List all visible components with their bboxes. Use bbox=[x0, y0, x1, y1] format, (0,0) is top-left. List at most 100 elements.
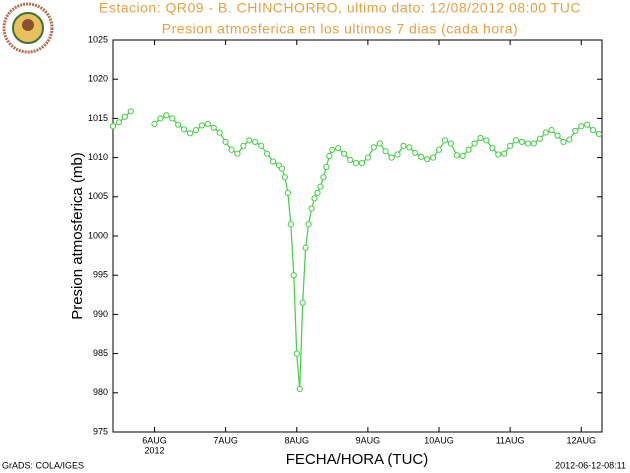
point bbox=[240, 142, 247, 149]
point bbox=[335, 145, 342, 152]
point bbox=[121, 113, 128, 120]
point bbox=[299, 299, 306, 306]
x-tick-label: 7AUG bbox=[213, 435, 238, 445]
point bbox=[320, 174, 327, 181]
point bbox=[293, 350, 300, 357]
x-tick-label: 12AUG bbox=[566, 435, 596, 445]
point bbox=[412, 149, 419, 156]
y-tick-label: 975 bbox=[93, 426, 108, 436]
point bbox=[370, 144, 377, 151]
point bbox=[346, 156, 354, 164]
point bbox=[364, 154, 371, 161]
point bbox=[287, 221, 294, 228]
x-tick-label: 9AUG bbox=[356, 435, 381, 445]
point bbox=[308, 205, 315, 212]
point bbox=[204, 120, 211, 127]
point bbox=[329, 146, 336, 153]
point bbox=[115, 119, 123, 126]
point bbox=[228, 146, 235, 153]
point bbox=[483, 137, 490, 144]
point bbox=[501, 150, 508, 157]
point bbox=[424, 156, 431, 163]
point bbox=[278, 165, 286, 172]
plot-frame bbox=[112, 39, 603, 433]
point bbox=[382, 148, 389, 155]
y-tick-label: 1020 bbox=[88, 74, 108, 84]
point bbox=[109, 123, 117, 130]
point bbox=[281, 174, 288, 181]
footer-right: 2012-06-12-08:11 bbox=[555, 460, 626, 470]
point bbox=[459, 152, 466, 160]
point bbox=[406, 144, 413, 151]
point bbox=[290, 272, 297, 279]
point bbox=[216, 129, 223, 136]
point bbox=[418, 153, 425, 160]
point bbox=[234, 150, 241, 157]
point bbox=[400, 142, 407, 149]
point bbox=[198, 122, 206, 129]
point bbox=[489, 145, 496, 152]
y-tick-label: 1005 bbox=[88, 191, 108, 201]
series-line bbox=[112, 110, 600, 389]
point bbox=[222, 138, 229, 146]
y-tick-label: 1010 bbox=[88, 152, 108, 162]
point bbox=[512, 137, 520, 144]
y-tick-label: 1015 bbox=[88, 113, 108, 123]
footer-left: GrADS: COLA/IGES bbox=[2, 460, 84, 470]
point bbox=[447, 140, 454, 147]
y-tick-label: 985 bbox=[93, 348, 108, 358]
point bbox=[524, 140, 532, 147]
y-tick-label: 980 bbox=[93, 387, 108, 397]
point bbox=[352, 159, 360, 167]
point bbox=[264, 150, 271, 157]
point bbox=[296, 385, 303, 392]
point bbox=[317, 183, 324, 190]
point bbox=[311, 195, 318, 202]
point bbox=[186, 130, 194, 137]
y-tick-label: 1025 bbox=[88, 34, 108, 44]
x-axis-label: FECHA/HORA (TUC) bbox=[286, 451, 429, 468]
y-axis-label: Presion atmosferica (mb) bbox=[69, 152, 86, 320]
point bbox=[175, 121, 182, 128]
point bbox=[163, 112, 170, 119]
point bbox=[495, 151, 502, 158]
point bbox=[572, 127, 579, 135]
point bbox=[284, 189, 291, 196]
point bbox=[169, 115, 176, 122]
point bbox=[157, 115, 164, 122]
chart-subtitle: Presion atmosferica en los ultimos 7 dia… bbox=[162, 21, 518, 37]
point bbox=[258, 142, 265, 149]
point bbox=[314, 189, 321, 196]
point bbox=[435, 146, 443, 153]
x-tick-label: 10AUG bbox=[424, 435, 454, 445]
point bbox=[305, 221, 312, 228]
point bbox=[465, 146, 472, 153]
point bbox=[210, 124, 217, 131]
point bbox=[595, 130, 603, 138]
point bbox=[578, 123, 585, 130]
point bbox=[566, 136, 573, 143]
y-tick-label: 990 bbox=[93, 309, 108, 319]
point bbox=[560, 138, 567, 146]
point bbox=[548, 127, 555, 134]
point bbox=[302, 244, 309, 251]
point bbox=[554, 132, 561, 139]
point bbox=[471, 140, 478, 147]
point bbox=[376, 140, 383, 147]
point bbox=[252, 138, 259, 146]
point bbox=[429, 154, 437, 161]
point bbox=[358, 159, 366, 167]
point bbox=[542, 129, 549, 136]
point bbox=[453, 152, 460, 159]
point bbox=[388, 154, 395, 161]
point bbox=[394, 151, 401, 158]
x-tick-label: 8AUG bbox=[284, 435, 309, 445]
point bbox=[323, 163, 330, 171]
point bbox=[590, 127, 597, 134]
point bbox=[326, 152, 333, 160]
point bbox=[127, 108, 134, 115]
point bbox=[269, 158, 277, 165]
point bbox=[518, 138, 526, 146]
point bbox=[192, 127, 200, 134]
